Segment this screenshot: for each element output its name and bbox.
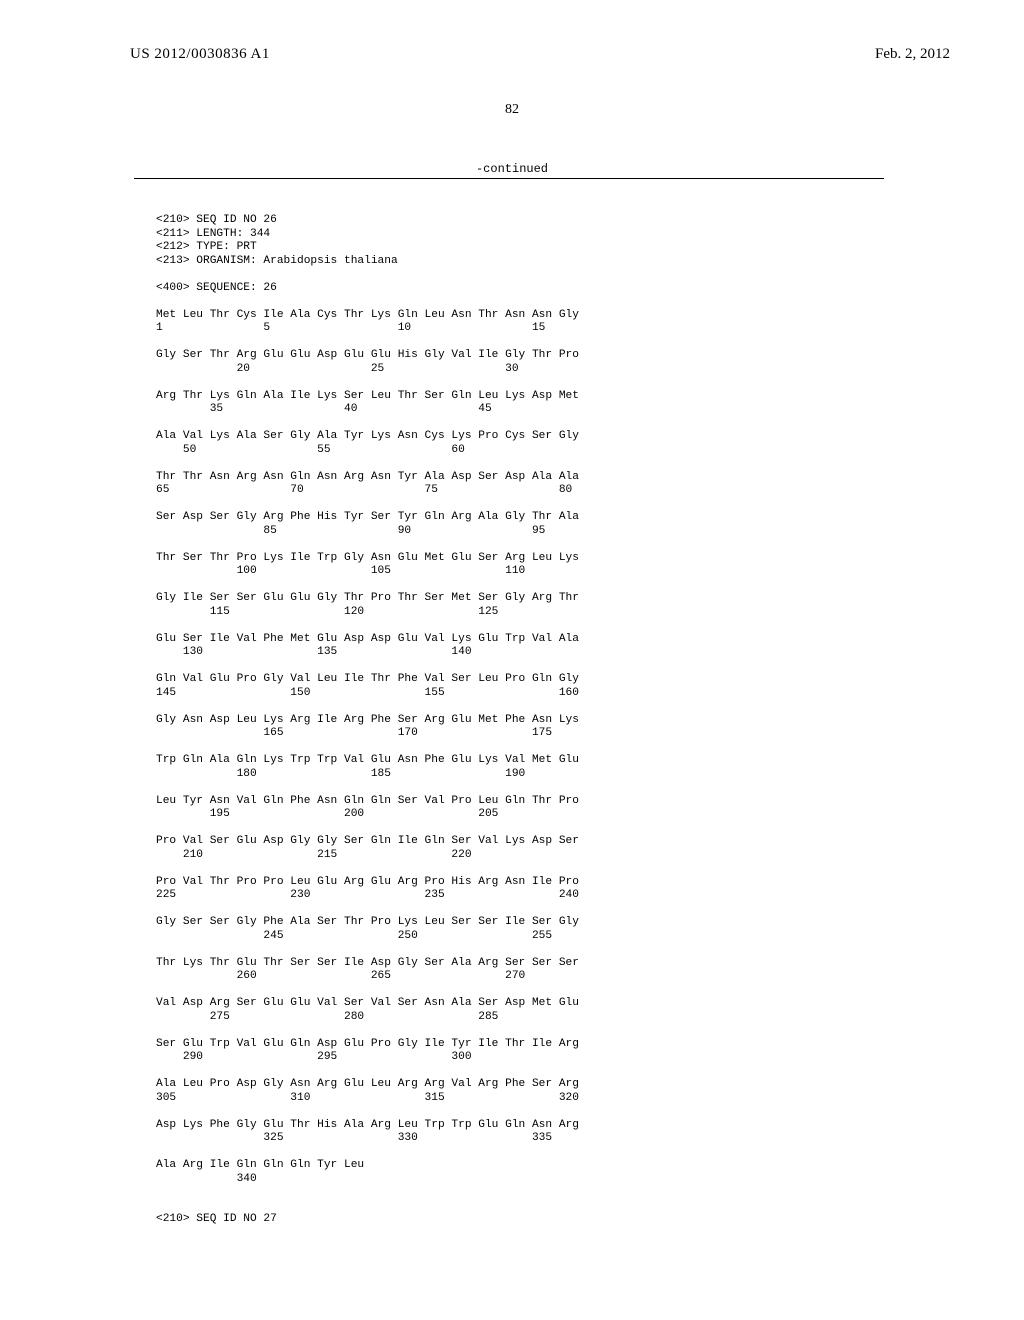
- sequence-listing: <210> SEQ ID NO 26 <211> LENGTH: 344 <21…: [156, 214, 579, 1227]
- continued-label: -continued: [0, 162, 1024, 176]
- horizontal-rule-top: [134, 178, 884, 179]
- page-number: 82: [0, 102, 1024, 118]
- publication-number: US 2012/0030836 A1: [130, 46, 270, 63]
- publication-date: Feb. 2, 2012: [875, 46, 950, 63]
